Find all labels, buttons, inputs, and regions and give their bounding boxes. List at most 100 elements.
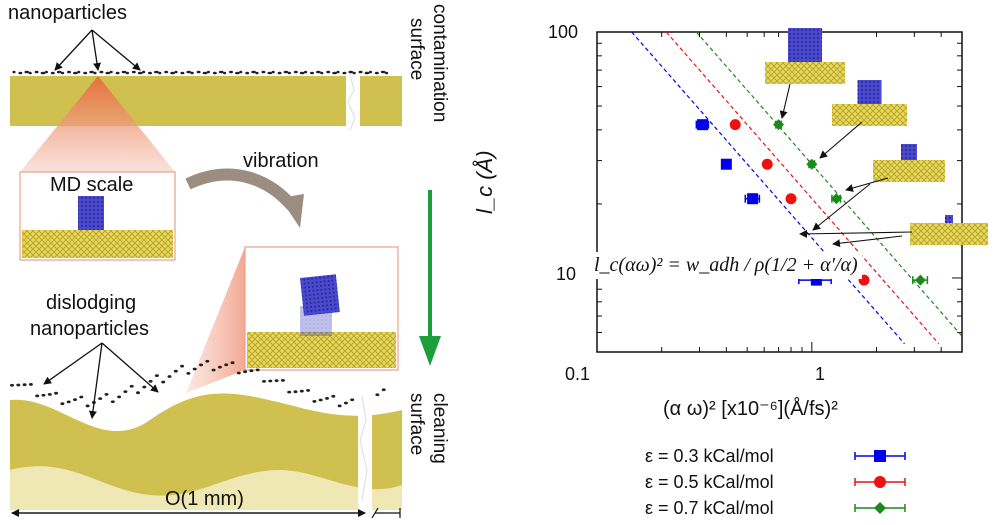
data-point-series2 [830, 193, 842, 205]
particle [312, 399, 317, 403]
particle [261, 70, 266, 74]
nanoparticles-label: nanoparticles [8, 2, 127, 24]
particle [85, 404, 90, 408]
particle [348, 70, 354, 74]
particle [251, 70, 256, 74]
particle [121, 70, 127, 74]
particle [368, 70, 372, 74]
fit-line-1 [665, 31, 940, 345]
particle [93, 71, 97, 75]
zoom-cone-top [20, 76, 175, 172]
particle [158, 71, 162, 75]
md-inset-2 [873, 144, 945, 182]
particle [66, 400, 71, 404]
particle [375, 393, 380, 397]
particle [310, 71, 314, 75]
particle [186, 70, 192, 74]
particle [56, 70, 62, 74]
plot-frame [596, 31, 963, 353]
particle [267, 71, 273, 75]
particle [202, 71, 208, 75]
particle [79, 395, 84, 399]
inset-substrate [832, 104, 907, 126]
data-point-series0 [747, 193, 759, 205]
particle [61, 71, 65, 75]
inset-particle [788, 28, 822, 62]
data-point-series0 [810, 274, 822, 286]
particle [110, 400, 115, 404]
data-point-series1 [761, 158, 773, 170]
legend-label-2: ε = 0.7 kCal/mol [645, 498, 774, 518]
particle [239, 70, 243, 74]
legend-marker-1 [874, 476, 886, 488]
fit-line-0 [631, 31, 905, 345]
contamination-particles [12, 70, 389, 75]
particle [299, 71, 305, 75]
particle [343, 401, 348, 405]
particle [77, 70, 81, 74]
particle [129, 384, 134, 388]
particle [148, 379, 153, 383]
fit-equation: l_c(αω)² = w_adh / ρ(1/2 + α′/α) [590, 252, 862, 279]
particle [249, 369, 254, 373]
particle [325, 396, 329, 400]
particle [117, 395, 122, 399]
particle [271, 70, 275, 74]
particle [331, 394, 336, 398]
particle [136, 391, 140, 395]
dislodged-particles [10, 359, 386, 408]
x-axis-label: (α ω)² [x10⁻⁶](Å/fs)² [663, 398, 838, 420]
particle [287, 71, 291, 75]
particle [190, 71, 194, 75]
particle [236, 371, 241, 375]
zoom-cone-bottom [186, 247, 245, 393]
particle [28, 382, 33, 386]
legend-marker-0 [874, 450, 886, 462]
vibration-label: vibration [243, 150, 319, 172]
surface-contamination-label-1: surface [406, 18, 427, 81]
particle [41, 393, 46, 397]
particle [148, 71, 152, 75]
particle [255, 368, 260, 372]
particle [192, 367, 197, 371]
particle [274, 379, 279, 383]
particle [217, 365, 222, 369]
particle [336, 70, 340, 74]
particle [337, 404, 342, 408]
particle [316, 70, 321, 74]
inset-pointer [845, 177, 889, 192]
particle [10, 383, 14, 387]
particle [89, 70, 94, 74]
particle [320, 71, 324, 75]
particle [170, 71, 176, 75]
vibration-arrow [185, 168, 297, 211]
md-scale-label: MD scale [50, 174, 134, 196]
particle [283, 70, 289, 74]
particle [318, 398, 323, 402]
chart-area [596, 28, 988, 514]
md-inset-3 [910, 215, 988, 245]
inset-pointer [779, 83, 791, 119]
particle [54, 391, 59, 395]
particle [199, 363, 203, 367]
particle [28, 71, 32, 75]
particle [161, 380, 166, 384]
particle [167, 375, 172, 378]
particle [123, 390, 128, 394]
surface-cleaning-label-1: surface [406, 393, 427, 456]
particle [164, 70, 169, 74]
particle [98, 397, 103, 400]
y-tick-10: 10 [556, 264, 577, 284]
particle [358, 70, 363, 74]
inset-pointer [819, 121, 863, 159]
md-inset-0 [765, 28, 845, 84]
particle [230, 361, 235, 365]
particle [73, 398, 77, 402]
particle [24, 70, 30, 74]
legend-label-0: ε = 0.3 kCal/mol [645, 446, 774, 466]
particle [211, 368, 216, 372]
particle [243, 370, 248, 374]
particle [277, 71, 282, 75]
inset-substrate [873, 160, 945, 182]
